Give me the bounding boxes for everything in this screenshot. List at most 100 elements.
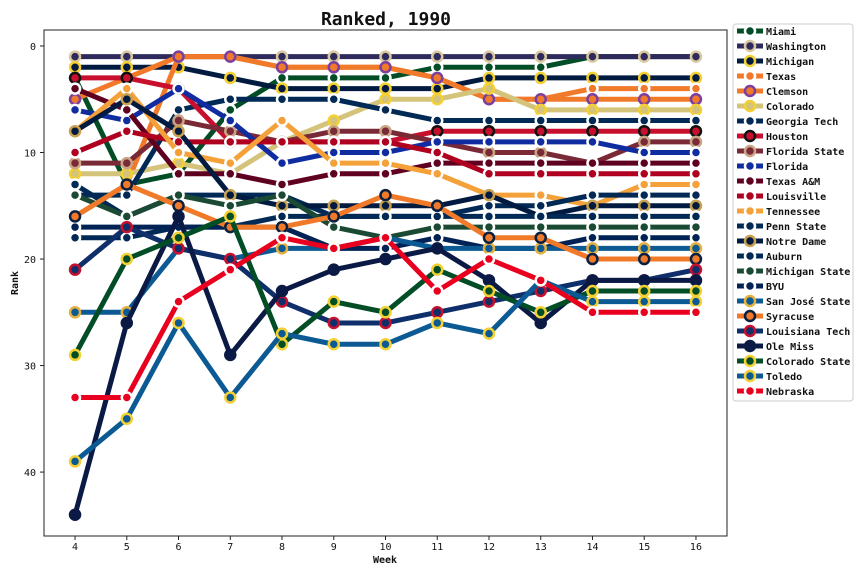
point-syracuse-week-5	[120, 178, 134, 191]
point-georgia-tech-week-6	[172, 103, 185, 117]
point-florida-week-7	[224, 114, 237, 127]
point-miami-week-8	[275, 71, 289, 85]
legend-item-nebraska: Nebraska	[737, 384, 814, 398]
legend-marker	[743, 294, 757, 308]
point-syracuse-week-11	[430, 199, 444, 213]
point-colorado-state-week-9	[327, 295, 341, 308]
point-louisiana-tech-week-4	[68, 263, 82, 276]
x-axis: 4 5 6 7 8 9 10 11 12 13 14 15 16	[72, 536, 702, 553]
point-michigan-state-week-15	[637, 220, 651, 234]
point-ole-miss-week-14	[586, 274, 599, 287]
legend-item-penn-state: Penn State	[737, 219, 826, 233]
point-colorado-week-5	[120, 167, 134, 181]
point-colorado-week-16	[689, 103, 703, 117]
legend-marker	[743, 339, 757, 353]
point-michigan-state-week-4	[68, 188, 82, 202]
point-tennessee-week-7	[224, 156, 237, 170]
point-washington-week-14	[586, 50, 599, 63]
point-syracuse-week-9	[327, 210, 341, 223]
point-notre-dame-week-14	[586, 199, 599, 213]
point-ole-miss-week-5	[120, 316, 134, 330]
legend-item-washington: Washington	[737, 39, 826, 53]
point-syracuse-week-8	[275, 220, 289, 234]
point-ole-miss-week-15	[637, 274, 651, 287]
point-miami-week-12	[482, 61, 496, 74]
point-syracuse-week-12	[482, 231, 496, 244]
point-georgia-tech-week-10	[379, 103, 392, 117]
legend-marker	[743, 264, 757, 278]
point-florida-week-14	[586, 135, 599, 149]
point-florida-state-week-4	[68, 156, 82, 170]
legend-item-colorado-state: Colorado State	[737, 354, 850, 368]
x-axis-label: Week	[373, 555, 397, 566]
point-florida-week-10	[379, 146, 392, 159]
legend-marker	[743, 24, 757, 38]
point-louisville-week-14	[586, 167, 599, 181]
legend-label: Penn State	[766, 222, 826, 233]
legend-item-byu: BYU	[737, 279, 784, 293]
point-byu-week-16	[689, 231, 703, 244]
legend-item-toledo: Toledo	[737, 369, 802, 383]
legend-item-notre-dame: Notre Dame	[737, 234, 826, 248]
point-nebraska-week-16	[689, 306, 703, 319]
point-clemson-week-15	[637, 92, 651, 106]
legend-marker	[743, 69, 757, 83]
legend-label: Toledo	[766, 372, 802, 383]
legend-marker	[743, 84, 757, 98]
legend-label: BYU	[766, 282, 784, 293]
legend-marker	[743, 174, 757, 188]
legend: Miami Washington Michigan Texas Clemson Color…	[732, 23, 854, 402]
point-notre-dame-week-7	[224, 188, 237, 202]
point-houston-week-13	[534, 124, 547, 138]
legend-label: Washington	[766, 41, 826, 53]
point-nebraska-week-14	[586, 306, 599, 319]
point-florida-state-week-7	[224, 124, 237, 138]
y-tick-label: 40	[24, 468, 36, 479]
legend-label: Florida	[766, 161, 808, 173]
legend-label: Colorado	[766, 102, 814, 113]
series-colorado-state	[68, 210, 703, 362]
legend-item-tennessee: Tennessee	[737, 204, 820, 218]
point-nebraska-week-7	[224, 263, 237, 276]
point-georgia-tech-week-8	[275, 92, 289, 106]
legend-label: Clemson	[766, 87, 808, 98]
legend-marker	[743, 204, 757, 218]
point-tennessee-week-10	[379, 156, 392, 170]
point-colorado-state-week-16	[689, 284, 703, 298]
x-tick-label: 12	[483, 542, 495, 553]
point-penn-state-week-14	[586, 188, 599, 202]
legend-item-georgia-tech: Georgia Tech	[737, 114, 838, 128]
legend-label: Nebraska	[766, 387, 814, 398]
point-houston-week-5	[120, 71, 134, 85]
point-san-jos-state-week-14	[586, 242, 599, 255]
point-san-jos-state-week-13	[534, 242, 547, 255]
point-tennessee-week-13	[534, 188, 547, 202]
legend-marker	[743, 159, 757, 173]
legend-marker	[743, 249, 757, 263]
point-san-jos-state-week-4	[68, 306, 82, 319]
point-nebraska-week-5	[120, 391, 134, 404]
point-michigan-week-15	[637, 71, 651, 85]
y-tick-label: 10	[24, 149, 36, 160]
point-florida-week-4	[68, 103, 82, 117]
point-louisiana-tech-week-7	[224, 252, 237, 266]
point-michigan-state-week-12	[482, 220, 496, 234]
legend-marker	[743, 279, 757, 293]
legend-marker	[743, 369, 757, 383]
point-colorado-week-4	[68, 167, 82, 181]
point-washington-week-13	[534, 50, 547, 63]
legend-label: Texas	[766, 72, 796, 83]
point-clemson-week-9	[327, 61, 341, 74]
point-texas-a-m-week-16	[689, 156, 703, 170]
legend-label: Tennessee	[766, 207, 820, 218]
point-byu-week-11	[430, 231, 444, 244]
legend-marker	[743, 189, 757, 203]
point-syracuse-week-14	[586, 252, 599, 266]
point-michigan-week-13	[534, 71, 547, 85]
legend-item-auburn: Auburn	[737, 249, 802, 263]
legend-label: Michigan State	[766, 266, 850, 278]
legend-label: Houston	[766, 132, 808, 143]
point-texas-a-m-week-12	[482, 156, 496, 170]
x-tick-label: 15	[638, 542, 650, 553]
point-colorado-state-week-7	[224, 210, 237, 223]
